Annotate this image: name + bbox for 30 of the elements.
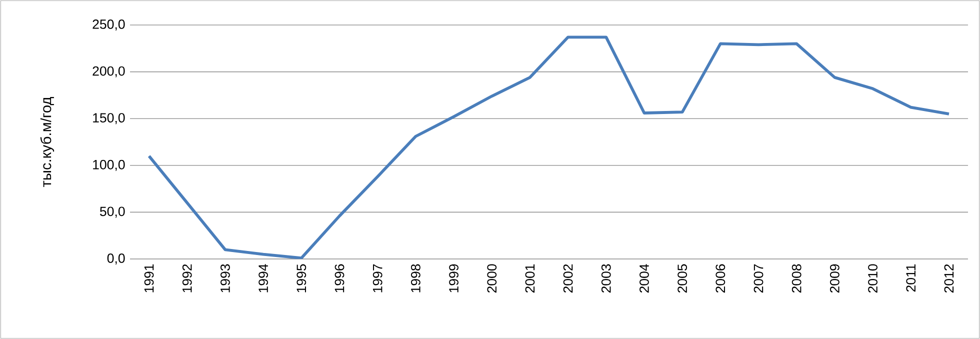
y-tick-label: 0,0 [107,254,125,264]
x-tick-label: 1997 [372,264,382,292]
x-tick-label: 1993 [220,264,230,292]
x-tick-label: 2000 [487,264,497,293]
y-tick-label: 50,0 [100,206,125,218]
x-tick-label: 2007 [754,264,764,293]
x-tick-label: 2001 [525,264,535,293]
x-tick-label: 2012 [944,264,954,293]
y-tick-label: 250,0 [92,20,125,30]
y-tick-label: 100,0 [93,160,125,171]
x-tick-label: 2005 [678,264,688,293]
x-tick-label: 2006 [716,264,726,293]
line-series [148,36,950,259]
y-tick-label: 150,0 [93,113,125,124]
x-tick-label: 2009 [830,264,840,293]
x-tick-label: 1999 [449,264,458,292]
x-tick-label: 1996 [334,264,344,292]
x-tick-label: 2010 [868,264,878,293]
x-tick-label: 2003 [601,264,611,293]
x-tick-label: 1994 [258,264,268,292]
y-tick-label: 200,0 [92,66,125,78]
x-tick-label: 1991 [144,264,154,292]
y-axis-title: тыс.куб.м/год [40,96,54,187]
x-tick-label: 1998 [410,264,420,292]
x-tick-label: 1995 [296,264,306,292]
x-tick-label: 2008 [792,264,802,293]
x-tick-label: 1992 [182,264,192,292]
x-tick-label: 2002 [563,264,573,293]
x-tick-label: 2011 [906,264,916,292]
x-tick-label: 2004 [640,264,649,293]
